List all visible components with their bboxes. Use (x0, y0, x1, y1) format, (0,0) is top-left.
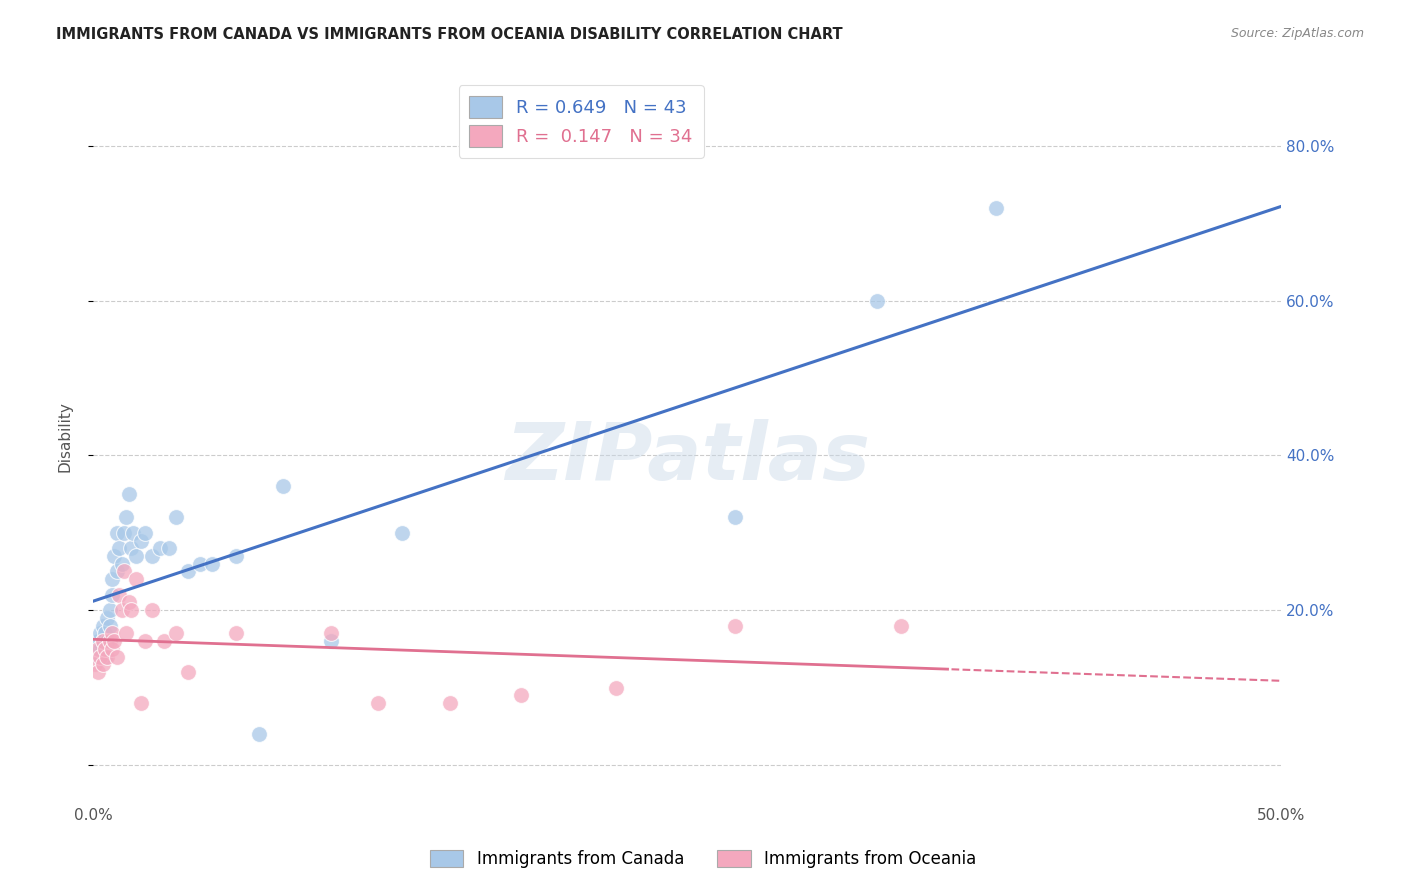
Point (165, 626, 187, 640)
Point (105, 525, 128, 540)
Point (177, 565, 200, 579)
Point (141, 603, 163, 617)
Point (319, 626, 342, 640)
Point (89, 649, 111, 664)
Point (439, 696, 461, 710)
Point (96, 649, 118, 664)
Point (105, 649, 128, 664)
Point (112, 565, 135, 579)
Point (225, 549, 247, 563)
Legend: Immigrants from Canada, Immigrants from Oceania: Immigrants from Canada, Immigrants from … (423, 843, 983, 875)
Point (98, 618, 121, 632)
Point (201, 557, 224, 571)
Point (94, 626, 117, 640)
Point (87, 641, 110, 656)
Point (319, 634, 342, 648)
Point (98, 603, 121, 617)
Point (91, 618, 114, 632)
Point (84, 657, 107, 672)
Point (98, 634, 121, 648)
Point (108, 588, 131, 602)
Point (125, 549, 148, 563)
Point (188, 557, 211, 571)
Point (165, 510, 187, 524)
Point (247, 727, 270, 741)
Point (115, 510, 138, 524)
Point (89, 641, 111, 656)
Point (118, 487, 141, 501)
Point (129, 696, 152, 710)
Legend: R = 0.649   N = 43, R =  0.147   N = 34: R = 0.649 N = 43, R = 0.147 N = 34 (458, 85, 703, 158)
Text: ZIPatlas: ZIPatlas (505, 419, 870, 497)
Point (103, 549, 125, 563)
Point (108, 541, 131, 556)
Point (225, 626, 247, 640)
Point (94, 641, 117, 656)
Point (103, 634, 125, 648)
Point (101, 641, 124, 656)
Point (134, 525, 156, 540)
Point (605, 681, 627, 695)
Point (96, 611, 118, 625)
Point (148, 541, 170, 556)
Point (87, 634, 110, 648)
Point (367, 696, 389, 710)
Point (110, 603, 132, 617)
Point (87, 649, 110, 664)
Point (101, 588, 124, 602)
Point (153, 634, 176, 648)
Point (120, 603, 142, 617)
Point (129, 533, 152, 548)
Point (866, 293, 889, 308)
Point (724, 618, 747, 632)
Point (890, 618, 912, 632)
Point (87, 665, 110, 679)
Point (91, 657, 114, 672)
Y-axis label: Disability: Disability (58, 401, 72, 472)
Point (141, 549, 163, 563)
Point (118, 595, 141, 609)
Point (112, 525, 135, 540)
Point (91, 634, 114, 648)
Point (105, 565, 128, 579)
Point (91, 634, 114, 648)
Point (84, 641, 107, 656)
Point (96, 634, 118, 648)
Point (101, 572, 124, 586)
Point (391, 525, 413, 540)
Point (89, 626, 111, 640)
Point (986, 201, 1008, 215)
Point (134, 634, 156, 648)
Point (509, 688, 531, 702)
Text: IMMIGRANTS FROM CANADA VS IMMIGRANTS FROM OCEANIA DISABILITY CORRELATION CHART: IMMIGRANTS FROM CANADA VS IMMIGRANTS FRO… (56, 27, 842, 42)
Point (177, 665, 200, 679)
Point (157, 541, 180, 556)
Point (271, 479, 294, 493)
Point (115, 626, 138, 640)
Point (724, 510, 747, 524)
Point (101, 626, 124, 640)
Point (122, 525, 145, 540)
Point (94, 649, 117, 664)
Point (110, 557, 132, 571)
Point (125, 572, 148, 586)
Text: Source: ZipAtlas.com: Source: ZipAtlas.com (1230, 27, 1364, 40)
Point (120, 541, 142, 556)
